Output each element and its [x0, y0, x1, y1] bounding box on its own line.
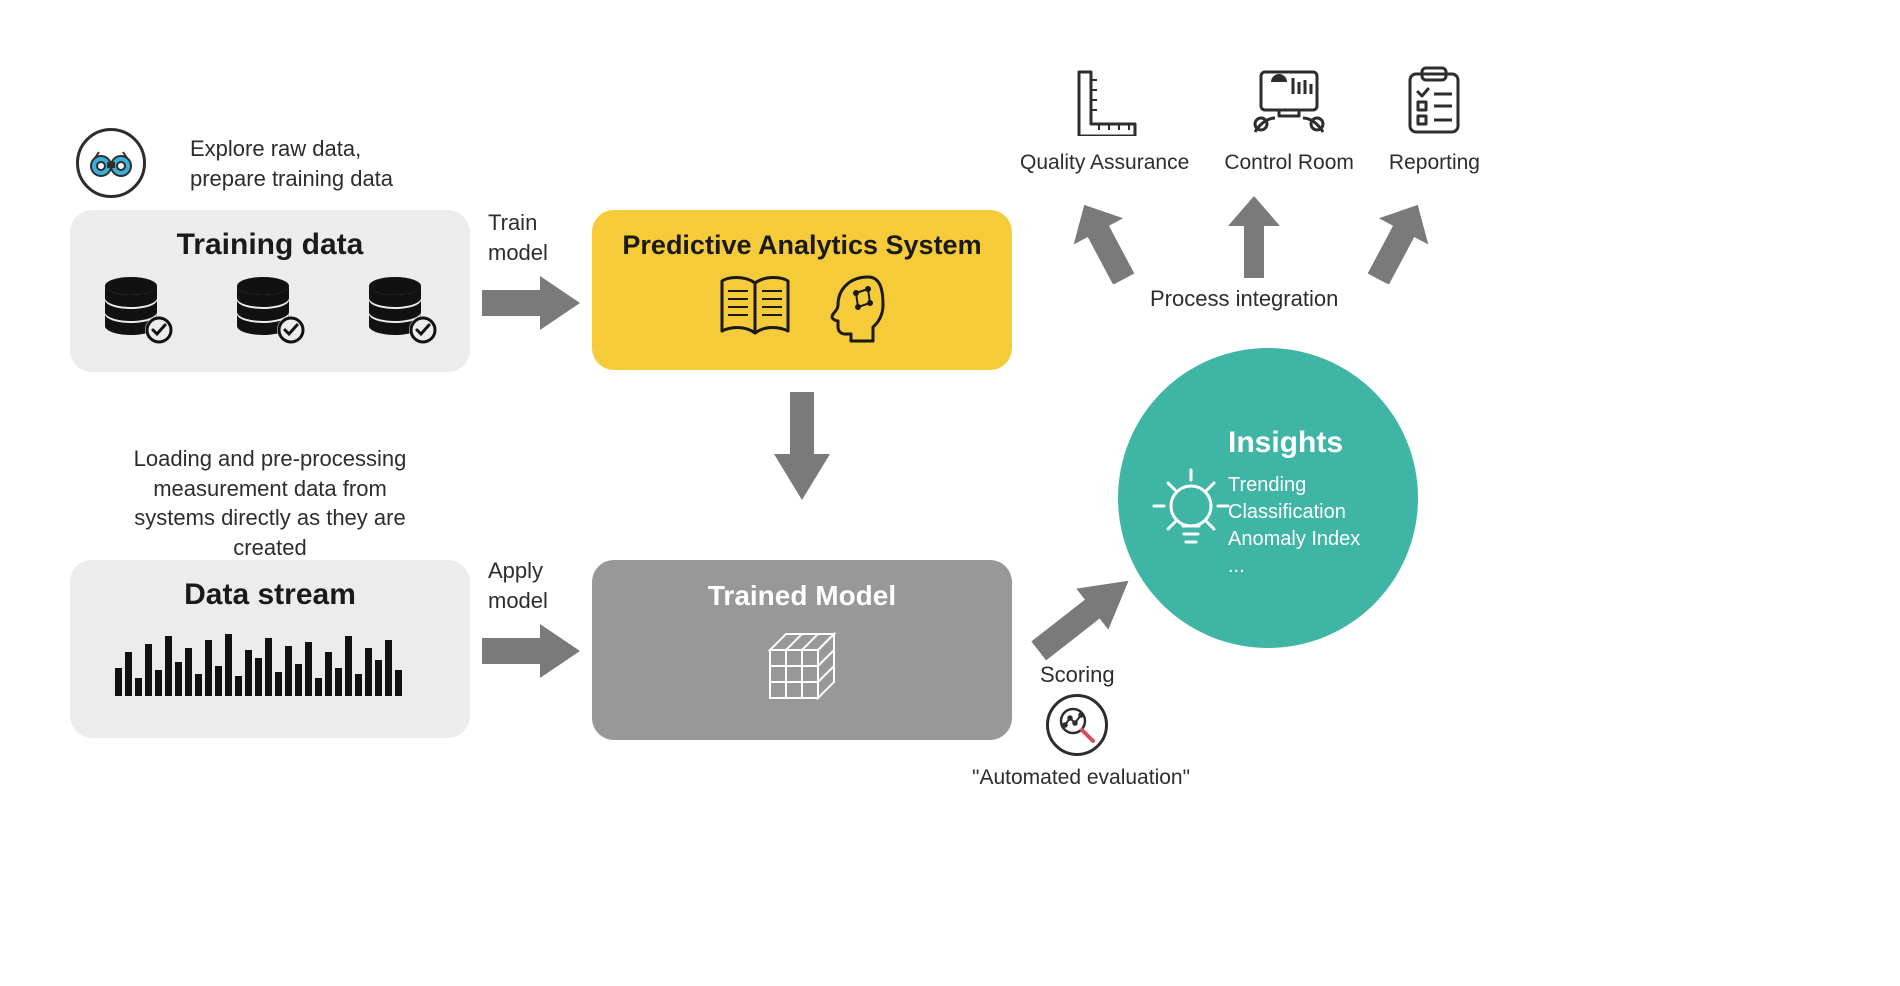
arrow-apply-model: [482, 620, 582, 687]
node-model-title: Trained Model: [592, 580, 1012, 612]
node-predictive-analytics: Predictive Analytics System: [592, 210, 1012, 370]
caption-explore-line1: Explore raw data,: [190, 134, 393, 164]
arrow-train-model: [482, 272, 582, 339]
output-control-room: Control Room: [1224, 66, 1354, 175]
label-apply-line1: Apply: [488, 556, 548, 586]
insights-items: TrendingClassificationAnomaly Index...: [1228, 472, 1360, 580]
label-process-integration: Process integration: [1150, 284, 1338, 314]
waveform-icon: [105, 628, 435, 714]
caption-loading: Loading and pre-processing measurement d…: [100, 444, 440, 563]
binoculars-icon: [76, 128, 146, 198]
caption-explore: Explore raw data, prepare training data: [190, 134, 393, 193]
label-apply-line2: model: [488, 586, 548, 616]
magnifier-chart-icon: [1046, 694, 1108, 756]
insights-item: Classification: [1228, 499, 1360, 526]
label-train-model: Train model: [488, 208, 548, 267]
output-reporting: Reporting: [1389, 64, 1480, 175]
insights-item: Anomaly Index: [1228, 526, 1360, 553]
training-db-icons: [70, 276, 470, 346]
output-qa-label: Quality Assurance: [1020, 151, 1189, 175]
output-quality-assurance: Quality Assurance: [1020, 68, 1189, 175]
cube-grid-icon: [756, 620, 848, 712]
node-pas-title: Predictive Analytics System: [592, 230, 1012, 261]
node-data-stream: Data stream: [70, 560, 470, 738]
database-check-icon: [101, 276, 175, 346]
insights-title: Insights: [1228, 426, 1360, 460]
node-training-title: Training data: [70, 228, 470, 262]
label-apply-model: Apply model: [488, 556, 548, 615]
arrow-scoring: [1026, 564, 1146, 669]
output-control-label: Control Room: [1224, 151, 1354, 175]
node-trained-model: Trained Model: [592, 560, 1012, 740]
arrow-pas-to-model: [770, 392, 834, 507]
arrow-to-qa: [1064, 200, 1144, 289]
ruler-square-icon: [1071, 68, 1139, 136]
caption-loading-line3: systems directly as they are created: [100, 503, 440, 562]
insights-item: Trending: [1228, 472, 1360, 499]
open-book-icon: [716, 271, 794, 341]
caption-explore-line2: prepare training data: [190, 164, 393, 194]
caption-loading-line1: Loading and pre-processing: [100, 444, 440, 474]
diagram-canvas: Explore raw data, prepare training data …: [0, 0, 1900, 986]
node-insights: Insights TrendingClassificationAnomaly I…: [1118, 348, 1418, 648]
ai-head-icon: [822, 271, 888, 343]
arrow-to-reporting: [1358, 200, 1438, 289]
label-scoring: Scoring: [1040, 660, 1115, 690]
output-reporting-label: Reporting: [1389, 151, 1480, 175]
label-automated-eval: "Automated evaluation": [972, 764, 1190, 792]
label-train-line2: model: [488, 238, 548, 268]
lightbulb-icon: [1152, 464, 1230, 554]
caption-loading-line2: measurement data from: [100, 474, 440, 504]
arrow-to-control: [1222, 196, 1286, 283]
clipboard-check-icon: [1404, 64, 1464, 136]
outputs-row: Quality Assurance Control Room: [1020, 64, 1480, 175]
node-stream-title: Data stream: [70, 578, 470, 612]
monitor-dashboard-icon: [1249, 66, 1329, 136]
label-train-line1: Train: [488, 208, 548, 238]
node-training-data: Training data: [70, 210, 470, 372]
database-check-icon: [365, 276, 439, 346]
insights-item: ...: [1228, 553, 1360, 580]
database-check-icon: [233, 276, 307, 346]
